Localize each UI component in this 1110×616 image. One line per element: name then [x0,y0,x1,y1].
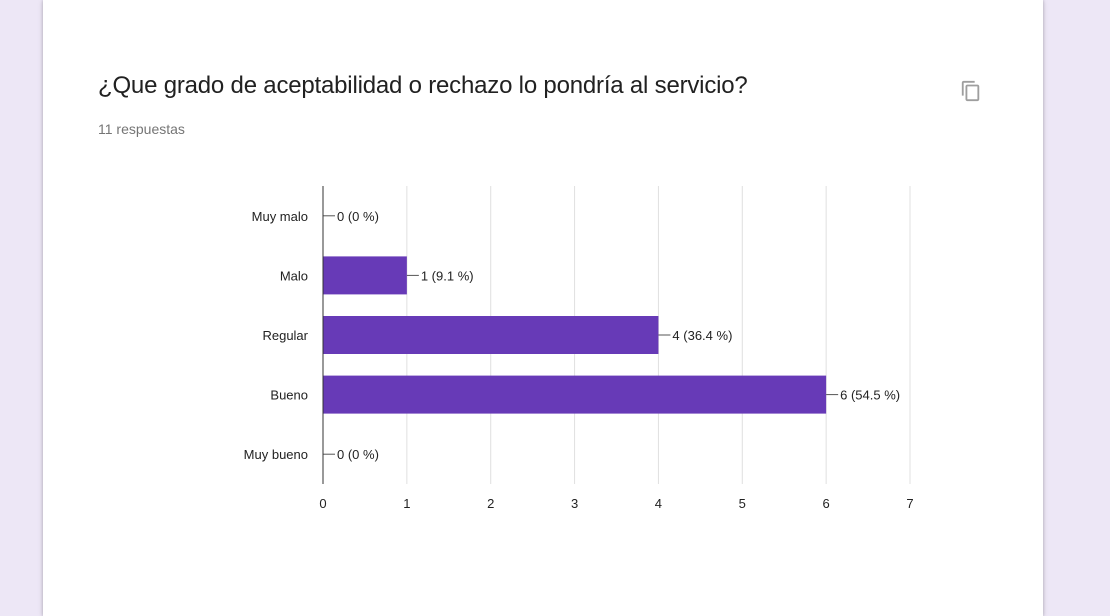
bar-chart: Muy malo 0 (0 %) Malo 1 (9.1 %) Regular 4 (36… [244,186,914,511]
x-tick-label: 0 [319,496,326,511]
question-card: ¿Que grado de aceptabilidad o rechazo lo… [43,0,1043,616]
x-tick-label: 4 [655,496,662,511]
data-label: 0 (0 %) [337,209,379,224]
data-label: 0 (0 %) [337,447,379,462]
data-label: 1 (9.1 %) [421,268,474,283]
category-label: Malo [280,268,308,283]
copy-icon[interactable] [960,79,982,103]
x-tick-label: 6 [823,496,830,511]
category-label: Regular [262,328,308,343]
x-tick-label: 5 [739,496,746,511]
response-count: 11 respuestas [98,121,185,137]
category-label: Bueno [270,388,308,403]
bar [323,375,827,414]
category-label: Muy bueno [244,447,308,462]
bar [323,256,407,295]
x-tick-label: 2 [487,496,494,511]
data-label: 6 (54.5 %) [840,388,900,403]
x-tick-label: 3 [571,496,578,511]
x-tick-label: 1 [403,496,410,511]
x-tick-label: 7 [906,496,913,511]
category-label: Muy malo [252,209,308,224]
bar [323,316,659,354]
data-label: 4 (36.4 %) [672,328,732,343]
question-title: ¿Que grado de aceptabilidad o rechazo lo… [98,72,748,99]
